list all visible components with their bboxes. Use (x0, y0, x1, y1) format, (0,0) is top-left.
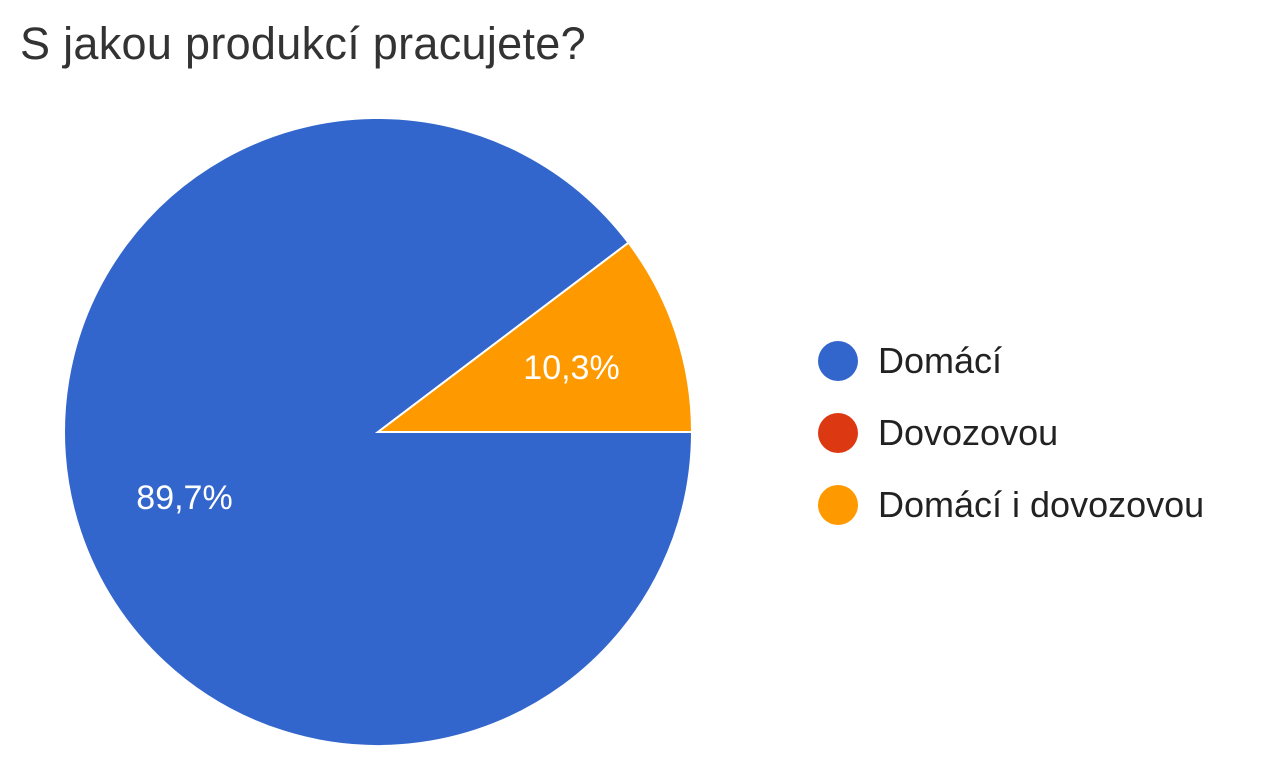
legend-label-domaci-i-dovozovou: Domácí i dovozovou (878, 484, 1205, 525)
legend-swatch-dovozovou (818, 413, 858, 453)
legend: Domácí Dovozovou Domácí i dovozovou (818, 325, 1204, 541)
pie-slice-label-0: 89,7% (136, 479, 232, 517)
legend-item-dovozovou[interactable]: Dovozovou (818, 397, 1204, 469)
legend-swatch-domaci (818, 341, 858, 381)
legend-item-domaci-i-dovozovou[interactable]: Domácí i dovozovou (818, 469, 1204, 541)
legend-label-dovozovou: Dovozovou (878, 412, 1059, 453)
pie-slice-label-2: 10,3% (523, 349, 619, 387)
legend-item-domaci[interactable]: Domácí (818, 325, 1204, 397)
pie-slice-2[interactable] (375, 241, 694, 433)
chart-title: S jakou produkcí pracujete? (20, 18, 586, 69)
legend-swatch-domaci-i-dovozovou (818, 485, 858, 525)
legend-label-domaci: Domácí (878, 340, 1003, 381)
